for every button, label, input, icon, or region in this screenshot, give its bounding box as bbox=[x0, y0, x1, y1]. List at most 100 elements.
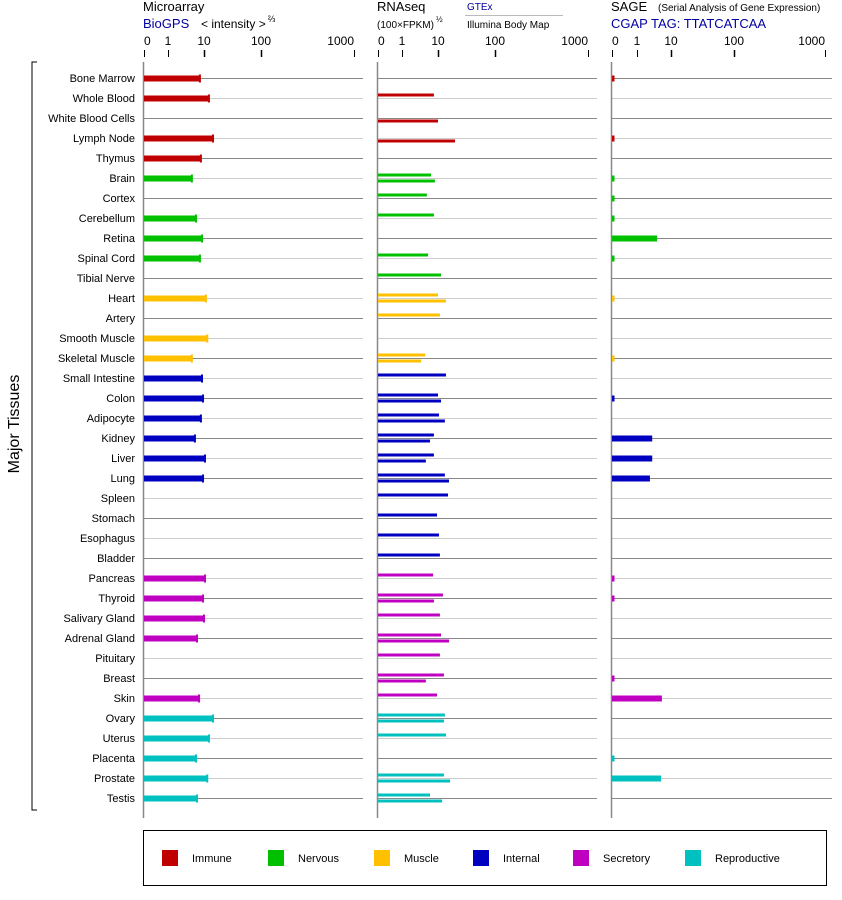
axis-tick-label: 0 bbox=[378, 34, 385, 48]
rnaseq-gtex-bar bbox=[378, 93, 434, 97]
microarray-bar bbox=[144, 215, 197, 222]
bracket-line bbox=[31, 61, 37, 811]
axis-tick-label: 10 bbox=[664, 34, 678, 48]
microarray-bar-cap bbox=[206, 334, 209, 343]
microarray-bar-cap bbox=[198, 254, 201, 263]
panel-headers: Microarray BioGPS < intensity > ⅔ RNAseq… bbox=[143, 0, 820, 31]
legend-swatch-muscle bbox=[374, 850, 390, 866]
sage-bar bbox=[612, 135, 615, 142]
microarray-bar-cap bbox=[212, 134, 215, 143]
rnaseq-gtex-bar bbox=[378, 453, 434, 457]
rnaseq-illumina-bar bbox=[378, 139, 456, 143]
tissue-label: Tibial Nerve bbox=[77, 273, 135, 285]
rnaseq-gtex-bar bbox=[378, 693, 438, 697]
axis-tick-label: 100 bbox=[724, 34, 744, 48]
rnaseq-title: RNAseq bbox=[377, 0, 425, 14]
microarray-source-link[interactable]: BioGPS bbox=[143, 16, 190, 31]
microarray-bar bbox=[144, 615, 204, 622]
microarray-bar-cap bbox=[196, 634, 199, 643]
rnaseq-gtex-bar bbox=[378, 493, 449, 497]
sage-bar bbox=[612, 775, 662, 782]
microarray-bar-cap bbox=[202, 594, 205, 603]
axis-tick-label: 10 bbox=[197, 34, 211, 48]
axis-tick-label: 100 bbox=[485, 34, 505, 48]
rnaseq-unit-exp: ½ bbox=[436, 15, 443, 24]
rnaseq-unit: (100×FPKM) bbox=[377, 20, 434, 31]
tissue-label: Skin bbox=[114, 693, 135, 705]
microarray-bar bbox=[144, 95, 209, 102]
rnaseq-gtex-bar bbox=[378, 773, 444, 777]
gtex-source-link[interactable]: GTEx bbox=[467, 2, 493, 13]
microarray-bar-cap bbox=[198, 74, 201, 83]
axis-tick-label: 1 bbox=[634, 34, 641, 48]
microarray-bar-cap bbox=[201, 234, 204, 243]
axis-tick-label: 1000 bbox=[798, 34, 825, 48]
sage-bar bbox=[612, 295, 615, 302]
microarray-bar-cap bbox=[198, 694, 201, 703]
tissue-label: Adrenal Gland bbox=[65, 633, 135, 645]
microarray-bar-cap bbox=[212, 714, 215, 723]
microarray-bar-cap bbox=[203, 574, 206, 583]
rnaseq-gtex-bar bbox=[378, 173, 432, 177]
sage-source-link[interactable]: CGAP TAG: TTATCATCAA bbox=[611, 16, 766, 31]
microarray-bar bbox=[144, 155, 201, 162]
microarray-bar bbox=[144, 75, 200, 82]
microarray-bar-cap bbox=[207, 734, 210, 743]
sage-bar bbox=[612, 175, 615, 182]
sage-bar bbox=[612, 695, 662, 702]
microarray-bar bbox=[144, 395, 204, 402]
rnaseq-gtex-bar bbox=[378, 253, 429, 257]
axis-tick-label: 1 bbox=[165, 34, 172, 48]
legend-label-nervous: Nervous bbox=[298, 853, 339, 865]
rnaseq-gtex-bar bbox=[378, 353, 426, 357]
microarray-bar bbox=[144, 375, 203, 382]
rnaseq-illumina-bar bbox=[378, 799, 443, 803]
legend-label-internal: Internal bbox=[503, 853, 540, 865]
tissue-label: Cerebellum bbox=[79, 213, 135, 225]
legend-swatch-immune bbox=[162, 850, 178, 866]
microarray-bar bbox=[144, 235, 203, 242]
sage-bar bbox=[612, 475, 650, 482]
rnaseq-illumina-bar bbox=[378, 639, 450, 643]
microarray-bar bbox=[144, 355, 192, 362]
axis-tick-label: 10 bbox=[431, 34, 445, 48]
microarray-bar-cap bbox=[207, 94, 210, 103]
axis-tick-label: 100 bbox=[251, 34, 271, 48]
microarray-bar bbox=[144, 455, 205, 462]
rnaseq-gtex-bar bbox=[378, 393, 438, 397]
rnaseq-gtex-bar bbox=[378, 613, 440, 617]
microarray-bar-cap bbox=[201, 374, 204, 383]
legend-swatch-secretory bbox=[573, 850, 589, 866]
rnaseq-illumina-bar bbox=[378, 459, 426, 463]
rnaseq-illumina-bar bbox=[378, 479, 450, 483]
legend-label-reproductive: Reproductive bbox=[715, 853, 780, 865]
sage-bar bbox=[612, 595, 615, 602]
rnaseq-gtex-bar bbox=[378, 713, 445, 717]
tissue-label: Whole Blood bbox=[73, 93, 135, 105]
microarray-bar-cap bbox=[202, 394, 205, 403]
tissue-label: Kidney bbox=[101, 433, 135, 445]
microarray-bar-cap bbox=[193, 434, 196, 443]
legend-label-immune: Immune bbox=[192, 853, 232, 865]
sage-title: SAGE bbox=[611, 0, 647, 14]
microarray-bar-cap bbox=[202, 474, 205, 483]
microarray-unit-exp: ⅔ bbox=[268, 14, 276, 24]
microarray-bar-cap bbox=[195, 214, 198, 223]
microarray-bar-cap bbox=[206, 774, 209, 783]
legend-swatch-nervous bbox=[268, 850, 284, 866]
group-bracket: Major Tissues bbox=[6, 61, 37, 811]
rnaseq-gtex-bar bbox=[378, 433, 434, 437]
tissue-label: Retina bbox=[103, 233, 136, 245]
axis-tick-label: 1000 bbox=[561, 34, 588, 48]
axis-tick-label: 1000 bbox=[327, 34, 354, 48]
rnaseq-gtex-bar bbox=[378, 733, 446, 737]
rnaseq-illumina-bar bbox=[378, 119, 438, 123]
rnaseq-gtex-bar bbox=[378, 653, 440, 657]
microarray-bar-cap bbox=[196, 794, 199, 803]
tissue-label: Lung bbox=[111, 473, 135, 485]
rnaseq-gtex-bar bbox=[378, 573, 434, 577]
group-label: Major Tissues bbox=[6, 375, 23, 474]
tissue-label: Breast bbox=[103, 673, 135, 685]
